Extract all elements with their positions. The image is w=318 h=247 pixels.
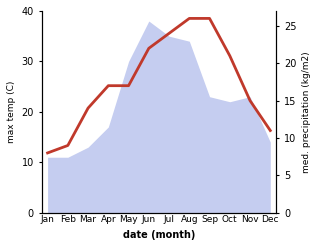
X-axis label: date (month): date (month)	[123, 230, 195, 240]
Y-axis label: med. precipitation (kg/m2): med. precipitation (kg/m2)	[302, 51, 311, 173]
Y-axis label: max temp (C): max temp (C)	[7, 81, 16, 143]
